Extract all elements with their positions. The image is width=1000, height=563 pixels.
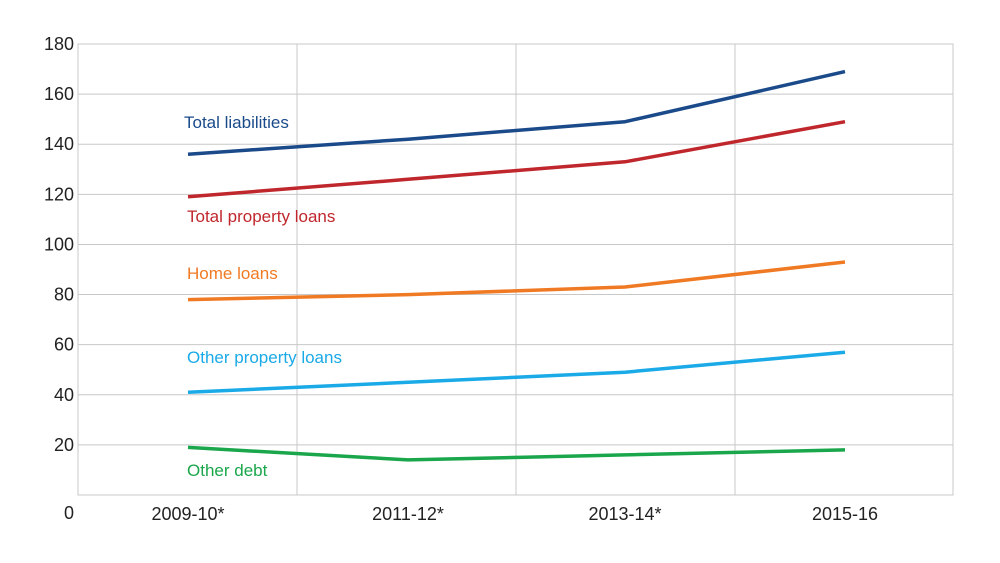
x-tick-label: 2009-10* [151,504,224,524]
series-label-other-property-loans: Other property loans [187,348,342,367]
y-tick-label: 60 [54,335,74,355]
series-line-home-loans [187,260,846,302]
series-label-total-property-loans: Total property loans [187,207,335,226]
y-tick-label: 40 [54,385,74,405]
y-tick-label: 120 [44,184,74,204]
plot-frame [77,43,954,496]
y-tick-label: 140 [44,134,74,154]
series-line-total-liabilities [187,69,846,156]
y-tick-label: 160 [44,84,74,104]
series-line-other-debt [187,445,846,462]
y-tick-label: 180 [44,34,74,54]
series-label-home-loans: Home loans [187,264,278,283]
series-line-other-property-loans [187,350,846,395]
series-line-total-property-loans [187,119,846,199]
x-axis-ticks: 2009-10* 2011-12* 2013-14* 2015-16 [151,504,878,524]
y-tick-label: 20 [54,435,74,455]
y-tick-label: 80 [54,285,74,305]
y-axis-ticks: 0 20 40 60 80 100 120 140 160 180 [44,34,74,523]
y-tick-label: 0 [64,503,74,523]
series-labels: Total liabilities Total property loans Hom… [184,113,342,480]
x-tick-label: 2015-16 [812,504,878,524]
x-tick-label: 2013-14* [588,504,661,524]
plot-border [77,43,954,496]
x-tick-label: 2011-12* [372,504,444,524]
series-label-total-liabilities: Total liabilities [184,113,289,132]
y-tick-label: 100 [44,234,74,254]
series-label-other-debt: Other debt [187,461,268,480]
series-lines [187,69,846,462]
